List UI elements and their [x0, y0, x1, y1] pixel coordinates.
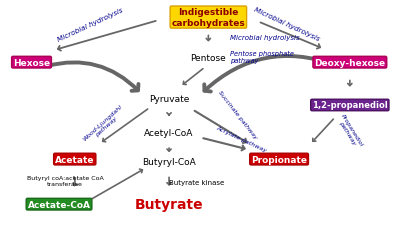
Text: Microbial hydrolysis: Microbial hydrolysis — [57, 7, 124, 43]
Text: Acetate-CoA: Acetate-CoA — [28, 200, 91, 209]
Text: Propionate: Propionate — [251, 155, 307, 164]
Text: Pentose phosphate
pathway: Pentose phosphate pathway — [230, 51, 294, 64]
Text: Deoxy-hexose: Deoxy-hexose — [314, 58, 385, 67]
Text: Wood-Ljungdahl
pathway: Wood-Ljungdahl pathway — [82, 104, 127, 146]
Text: Butyrate kinase: Butyrate kinase — [169, 179, 224, 185]
Text: Butyrate: Butyrate — [135, 197, 203, 211]
Text: Microbial hydrolysis: Microbial hydrolysis — [253, 7, 321, 43]
Text: Acrylate pathway: Acrylate pathway — [216, 125, 268, 153]
Text: Butyryl-CoA: Butyryl-CoA — [142, 157, 196, 166]
Text: Succinate pathway: Succinate pathway — [217, 90, 258, 139]
Text: Acetate: Acetate — [55, 155, 95, 164]
Text: Microbial hydrolysis: Microbial hydrolysis — [230, 35, 300, 41]
Text: 1,2-propanediol: 1,2-propanediol — [312, 101, 388, 110]
Text: Acetyl-CoA: Acetyl-CoA — [144, 128, 194, 137]
Text: Butyryl coA:acetate CoA
transferase: Butyryl coA:acetate CoA transferase — [26, 175, 103, 186]
Text: Pyruvate: Pyruvate — [149, 94, 189, 103]
Text: Indigestible
carbohydrates: Indigestible carbohydrates — [172, 8, 245, 28]
Text: Pentose: Pentose — [190, 54, 226, 63]
Text: Propanediol
pathway: Propanediol pathway — [335, 113, 365, 150]
Text: Hexose: Hexose — [13, 58, 50, 67]
